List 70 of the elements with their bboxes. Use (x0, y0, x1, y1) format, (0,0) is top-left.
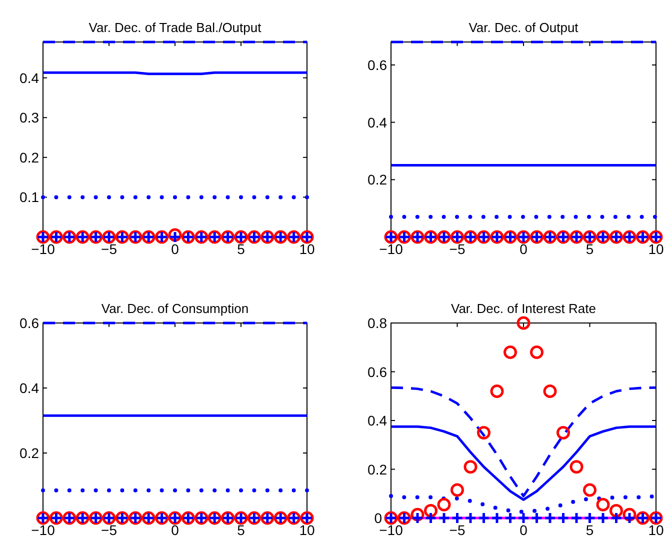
y-tick-label: 0.2 (20, 149, 40, 166)
y-tick-label: 0.4 (20, 380, 40, 396)
point (490, 384, 504, 398)
point (464, 512, 477, 524)
x-tick-label: 5 (586, 522, 594, 538)
point (596, 512, 610, 524)
x-tick-label: 10 (299, 241, 315, 257)
chart-title: Var. Dec. of Output (468, 20, 579, 35)
point (438, 512, 450, 524)
point (544, 512, 556, 524)
x-tick-label: −10 (379, 241, 404, 257)
point (464, 460, 478, 474)
y-tick-label: 0.8 (368, 315, 388, 331)
chart-title: Var. Dec. of Consumption (101, 301, 249, 316)
point (504, 346, 517, 359)
x-tick-label: −5 (449, 241, 466, 257)
y-tick-label: 0.3 (20, 110, 40, 126)
y-tick-label: 0.2 (368, 461, 388, 478)
point (543, 384, 557, 398)
point (411, 512, 424, 524)
y-tick-label: 0.6 (20, 315, 40, 331)
chart-title: Var. Dec. of Trade Bal./Output (88, 20, 262, 35)
y-tick-label: 0.1 (20, 189, 40, 206)
point (530, 346, 544, 359)
y-tick-label: 0.4 (368, 412, 388, 428)
x-tick-label: −10 (31, 241, 56, 257)
x-tick-label: 5 (237, 522, 246, 538)
point (584, 512, 596, 524)
x-tick-label: 0 (171, 241, 180, 257)
y-tick-label: 0.4 (368, 114, 388, 130)
point (450, 483, 464, 497)
y-tick-label: 0.6 (368, 56, 388, 73)
x-tick-label: 10 (299, 522, 315, 538)
y-tick-label: 0.4 (20, 70, 40, 86)
x-tick-label: −5 (101, 522, 118, 538)
point (530, 512, 543, 524)
x-tick-label: 0 (171, 522, 180, 538)
y-tick-label: 0.2 (368, 172, 388, 188)
point (424, 504, 438, 518)
point (477, 426, 490, 440)
point (570, 512, 583, 524)
point (517, 512, 530, 524)
point (490, 512, 504, 524)
x-tick-label: 10 (648, 241, 664, 257)
x-tick-label: 0 (520, 522, 528, 538)
line-series (390, 386, 658, 498)
x-tick-label: 5 (586, 241, 594, 257)
point (610, 512, 622, 524)
point (424, 512, 437, 524)
point (437, 498, 451, 512)
x-tick-label: 5 (237, 241, 246, 257)
point (557, 512, 570, 524)
point (623, 512, 636, 524)
point (478, 512, 490, 524)
point (504, 512, 516, 524)
point (556, 426, 570, 440)
x-tick-label: 10 (648, 522, 664, 538)
x-tick-label: −10 (31, 522, 56, 538)
point (583, 483, 596, 497)
point (451, 512, 464, 524)
y-tick-label: 0.2 (20, 445, 40, 461)
point (570, 460, 584, 474)
point (516, 316, 530, 330)
point (596, 498, 610, 512)
x-tick-label: −5 (101, 241, 118, 257)
x-tick-label: −5 (449, 522, 466, 538)
x-tick-label: 0 (520, 241, 528, 257)
chart-title: Var. Dec. of Interest Rate (451, 301, 596, 316)
y-tick-label: 0.6 (368, 364, 388, 380)
point (610, 504, 623, 518)
